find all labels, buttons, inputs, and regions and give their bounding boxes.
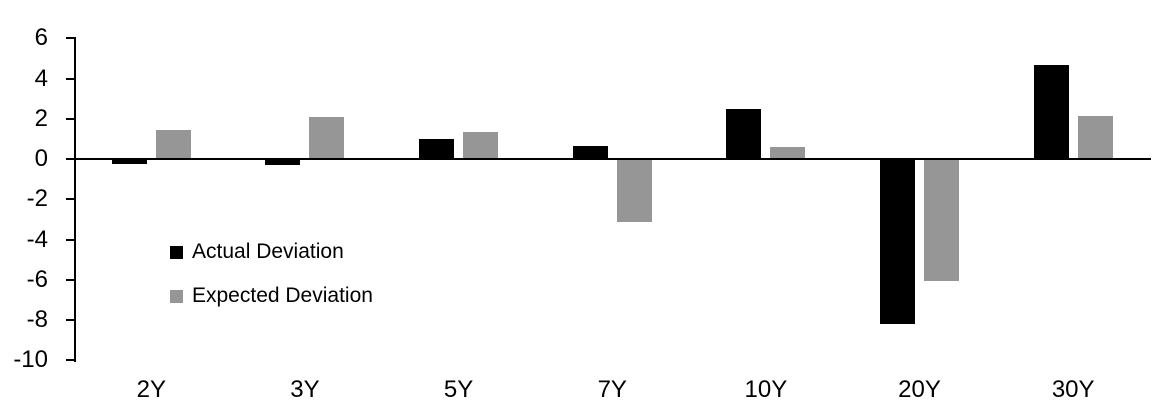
legend-swatch-expected-deviation [170,289,183,303]
legend-item-expected-deviation: Expected Deviation [170,285,373,307]
bar-expected-deviation-7y [616,159,652,223]
bar-actual-deviation-2y [111,159,147,165]
bar-expected-deviation-10y [770,146,806,159]
y-tick-label--4: -4 [26,225,48,253]
bar-actual-deviation-7y [572,145,608,159]
y-tick-label--6: -6 [26,265,48,293]
bar-actual-deviation-3y [265,159,301,166]
y-tick-label--8: -8 [26,306,48,333]
y-tick-mark--2 [66,198,75,201]
y-tick-label-2: 2 [34,104,48,132]
y-axis-line [74,37,76,362]
bar-expected-deviation-3y [309,116,345,159]
legend-label-actual-deviation: Actual Deviation [192,240,344,263]
y-tick-mark--8 [66,319,75,321]
y-tick-label-0: 0 [34,145,48,172]
y-tick-label-4: 4 [34,64,48,92]
y-tick-mark--4 [66,238,75,241]
bar-actual-deviation-30y [1033,65,1069,159]
y-tick-mark-0 [66,158,75,160]
x-axis-label-20y: 20Y [898,376,941,403]
bar-actual-deviation-10y [726,108,762,159]
legend: Actual Deviation Expected Deviation [170,241,373,329]
bar-actual-deviation-5y [419,138,455,159]
legend-item-actual-deviation: Actual Deviation [170,241,373,263]
x-axis-label-30y: 30Y [1051,376,1095,403]
y-tick-label--10: -10 [13,346,48,374]
x-axis-label-5y: 5Y [443,376,474,403]
bar-expected-deviation-30y [1077,115,1113,159]
bar-actual-deviation-20y [880,159,916,325]
x-axis-label-3y: 3Y [290,376,320,403]
legend-swatch-actual-deviation [170,245,183,259]
y-tick-label-6: 6 [34,24,48,52]
legend-label-expected-deviation: Expected Deviation [192,284,373,307]
y-tick-mark--10 [66,359,75,362]
x-axis-label-7y: 7Y [597,376,627,403]
x-axis-zero-line [74,158,1151,160]
y-tick-mark-6 [66,37,75,40]
x-axis-label-10y: 10Y [744,376,788,403]
y-tick-mark-4 [66,77,75,80]
y-tick-label--2: -2 [26,185,48,213]
y-tick-mark--6 [66,278,75,281]
y-tick-mark-2 [66,117,75,120]
bar-expected-deviation-5y [463,131,499,159]
bar-expected-deviation-2y [155,129,191,159]
bar-expected-deviation-20y [924,159,960,281]
x-axis-label-2y: 2Y [136,376,166,403]
